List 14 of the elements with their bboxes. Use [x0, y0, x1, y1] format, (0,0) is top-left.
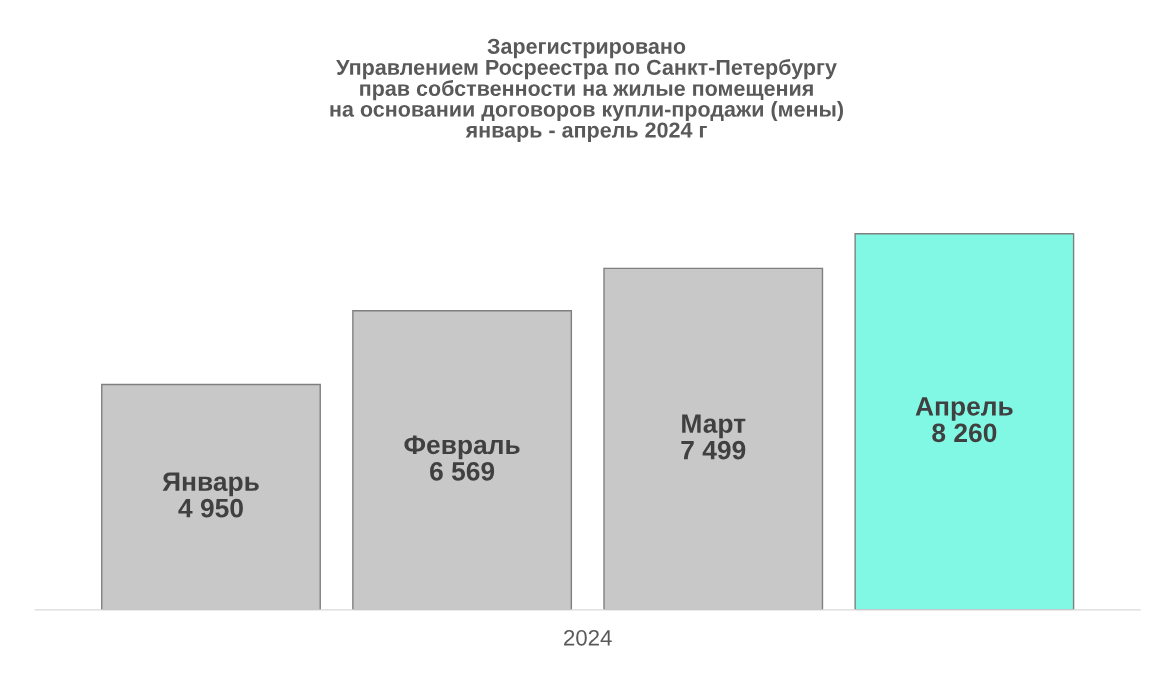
- bar: [854, 233, 1075, 610]
- chart-title: Зарегистрировано Управлением Росреестра по Санкт-Петербургу прав собственности на жилые помещения на основании договоров купли-продажи (мены) январь - апрель 2024 г: [330, 38, 843, 142]
- data-label: 6 569: [430, 461, 495, 481]
- bar: [101, 383, 321, 610]
- x-tick-label: Март: [682, 414, 746, 439]
- data-label: 8 260: [932, 423, 997, 443]
- x-tick-label: Апрель: [915, 397, 1013, 421]
- x-tick-label: Январь: [162, 472, 259, 497]
- bar: [352, 310, 573, 610]
- x-axis-title: 2024: [564, 629, 612, 646]
- bar: [603, 267, 824, 610]
- data-label: 7 499: [681, 440, 746, 460]
- x-tick-label: Февраль: [404, 435, 520, 460]
- data-label: 4 950: [178, 498, 243, 518]
